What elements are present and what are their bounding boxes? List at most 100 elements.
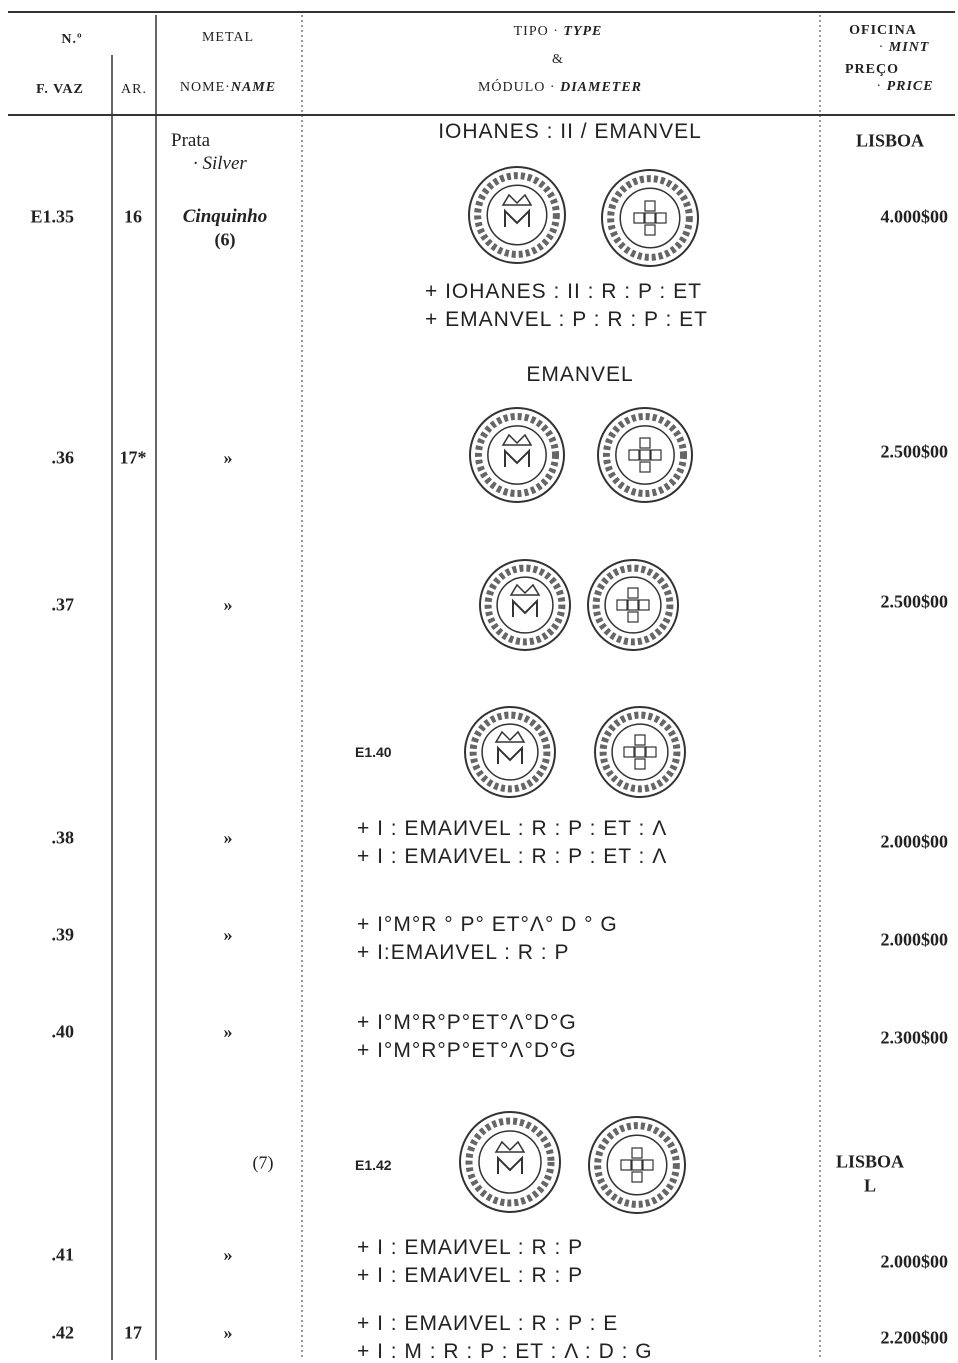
header-diameter: MÓDULO · DIAMETER — [478, 80, 642, 96]
header-and: & — [552, 52, 564, 67]
coin-drawing — [616, 599, 628, 611]
ditto: » — [223, 827, 233, 848]
coin-drawing — [599, 711, 681, 793]
label: Silver — [202, 153, 247, 174]
label: DIAMETER — [560, 80, 643, 95]
separator: · — [193, 153, 198, 174]
legend: + I°M°R°P°ET°Λ°D°G — [357, 1011, 577, 1034]
separator: · — [876, 79, 883, 94]
label: TIPO — [513, 24, 549, 39]
coin-drawing — [474, 172, 560, 258]
catalog-number: E1.35 — [30, 206, 74, 227]
ditto: » — [223, 594, 233, 615]
ditto: » — [223, 1021, 233, 1042]
coin-drawing — [474, 412, 560, 498]
coin-drawing — [634, 758, 646, 770]
label: NAME — [230, 80, 277, 95]
legend: + I:EMAИVEL : R : P — [357, 941, 570, 964]
coin-drawing — [639, 461, 651, 473]
coin-drawing — [601, 169, 699, 267]
coin-drawing — [619, 187, 681, 249]
coin-drawing — [638, 599, 650, 611]
legend: + I : EMAИVEL : R : P : ET : Λ — [357, 845, 668, 868]
price: 2.000$00 — [880, 1251, 949, 1272]
coin-drawing — [650, 449, 662, 461]
ar-number: 17* — [119, 447, 147, 468]
header-metal: METAL — [201, 30, 255, 45]
price: 2.000$00 — [880, 831, 949, 852]
coin-drawing — [469, 711, 551, 793]
coin-drawing — [479, 559, 571, 651]
coin-drawing — [611, 723, 669, 781]
header-type: TIPO · TYPE — [514, 24, 603, 40]
label: NOME — [179, 80, 226, 95]
coin-drawing — [634, 746, 646, 758]
price: 2.500$00 — [880, 441, 949, 462]
coin-drawing — [486, 184, 548, 246]
coin-drawing — [465, 1117, 555, 1207]
header-preco: PREÇO — [845, 62, 899, 77]
catalog-number: .38 — [51, 827, 75, 848]
coin-drawing — [587, 559, 679, 651]
mint: LISBOA — [855, 130, 925, 151]
section-title: IOHANES : II / EMANVEL — [438, 120, 702, 143]
ditto: » — [223, 1322, 233, 1343]
coin-drawing — [497, 745, 523, 764]
coin-drawing — [494, 1140, 526, 1153]
header-fvaz: F. VAZ — [36, 82, 84, 97]
catalog-number: .42 — [51, 1322, 75, 1343]
separator: · — [878, 40, 885, 55]
coin-drawing — [607, 175, 693, 261]
ditto: » — [223, 447, 233, 468]
coin-drawing — [504, 208, 530, 227]
coin-drawing — [594, 706, 686, 798]
coin-drawing — [496, 576, 554, 634]
coin-drawing — [633, 212, 645, 224]
coin-drawing — [623, 746, 635, 758]
ar-number: 16 — [124, 206, 142, 227]
header-ar: AR. — [121, 82, 147, 97]
mint: L — [863, 1175, 877, 1196]
separator: · — [553, 24, 559, 39]
separator: · — [549, 80, 556, 95]
label: MINT — [888, 40, 930, 55]
legend: + I : EMAИVEL : R : P — [357, 1236, 584, 1259]
coin-drawing — [645, 746, 657, 758]
coin-drawing — [594, 1122, 680, 1208]
catalog-number: .37 — [51, 594, 75, 615]
legend: + I : EMAИVEL : R : P : E — [357, 1312, 619, 1335]
price: 2.000$00 — [880, 929, 949, 950]
coin-drawing — [627, 587, 639, 599]
coin-drawing — [627, 599, 639, 611]
separator: · — [225, 80, 231, 95]
figure-label: E1.40 — [355, 744, 392, 760]
coin-drawing — [634, 734, 646, 746]
coin-drawing — [639, 449, 651, 461]
coin-drawing — [501, 193, 533, 206]
figure-label: E1.42 — [355, 1157, 392, 1173]
coin-drawing — [631, 1171, 643, 1183]
legend: + I : EMAИVEL : R : P : ET : Λ — [357, 817, 668, 840]
coin-drawing — [504, 448, 530, 467]
coin-drawing — [588, 1116, 686, 1214]
coin-drawing — [468, 166, 566, 264]
catalog-number: .41 — [51, 1244, 75, 1265]
coin-drawing — [644, 224, 656, 236]
header-mint: · MINT — [879, 40, 930, 56]
coin-drawing — [655, 212, 667, 224]
note: (6) — [214, 229, 236, 250]
label: TYPE — [563, 24, 603, 39]
coin-drawing — [481, 723, 539, 781]
section-title: EMANVEL — [526, 363, 634, 386]
header-oficina: OFICINA — [849, 23, 917, 38]
coin-drawing — [631, 1147, 643, 1159]
header-price: · PRICE — [876, 79, 933, 95]
ditto: » — [223, 1244, 233, 1265]
label: PRICE — [886, 79, 934, 94]
catalog-number: .36 — [51, 447, 75, 468]
coin-drawing — [602, 412, 688, 498]
legend: + I : EMAИVEL : R : P — [357, 1264, 584, 1287]
coin-drawing — [628, 449, 640, 461]
coin-drawing — [644, 200, 656, 212]
